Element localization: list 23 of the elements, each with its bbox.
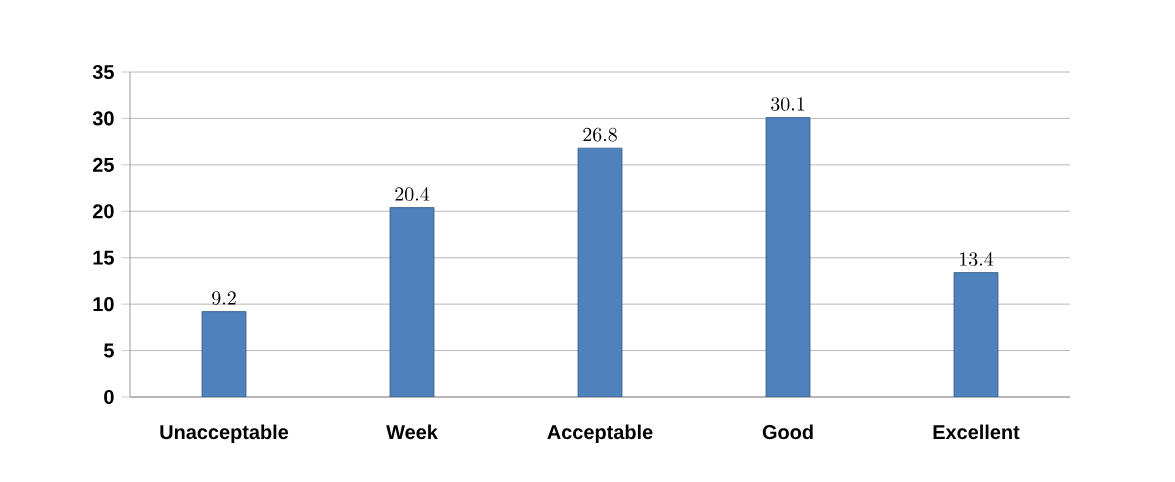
- y-tick-label: 25: [92, 157, 114, 172]
- x-tick-label: Unacceptable: [160, 424, 289, 444]
- x-tick-label: Good: [762, 424, 813, 440]
- data-label: 20.4: [395, 187, 430, 201]
- bar: [577, 147, 623, 397]
- bar: [953, 272, 999, 397]
- data-label: 30. 1: [771, 97, 805, 111]
- y-tick-label: 30: [92, 111, 114, 126]
- y-tick-label: 15: [93, 250, 114, 265]
- y-tick-label: 0: [104, 389, 114, 405]
- y-tick-label: 5: [104, 343, 114, 358]
- y-tick-label: 20: [92, 204, 114, 219]
- data-label: 9.2: [212, 291, 236, 305]
- y-tick-label: 35: [92, 64, 114, 80]
- x-tick-label: Acceptable: [547, 424, 653, 444]
- y-tick-label: 10: [93, 297, 114, 312]
- data-label: 26.8: [583, 127, 617, 142]
- bar: [389, 207, 435, 397]
- bar: [201, 311, 247, 397]
- x-tick-label: Excellent: [933, 424, 1020, 440]
- data-label: 13.4: [960, 252, 994, 266]
- bar: [765, 117, 811, 397]
- x-tick-label: Week: [386, 424, 438, 440]
